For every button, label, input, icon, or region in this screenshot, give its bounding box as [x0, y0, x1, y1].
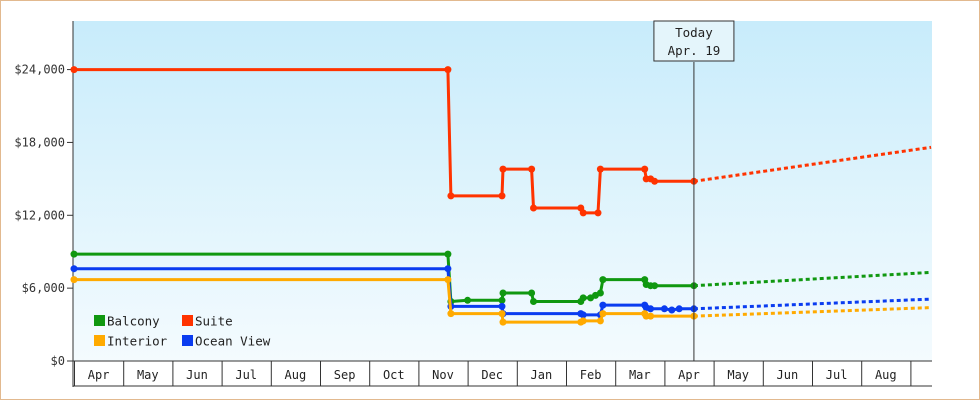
data-point	[579, 294, 587, 302]
data-point	[675, 305, 683, 313]
y-tick-label: $18,000	[14, 135, 65, 149]
x-month-label: Oct	[383, 368, 405, 382]
x-month-label: Aug	[875, 368, 897, 382]
legend-swatch	[94, 335, 105, 346]
data-point	[498, 192, 506, 200]
data-point	[528, 165, 536, 173]
x-month-label: Feb	[580, 368, 602, 382]
y-tick-label: $24,000	[14, 63, 65, 77]
today-label: Today	[675, 25, 713, 40]
legend-item: Balcony	[94, 314, 160, 329]
x-axis: Apr May Jun Jul Aug Sep Oct Nov Dec Jan Feb Mar Apr M…	[73, 360, 932, 387]
data-point	[599, 310, 607, 318]
legend-label: Balcony	[107, 314, 160, 329]
data-point	[599, 276, 607, 284]
data-point	[530, 298, 537, 305]
x-month-label: Jun	[777, 368, 799, 382]
today-marker: Today Apr. 19	[653, 20, 735, 361]
data-point	[464, 296, 472, 304]
data-point	[579, 209, 587, 217]
projection-line	[693, 297, 932, 311]
data-point	[647, 312, 655, 320]
data-point	[530, 204, 537, 212]
data-point	[70, 265, 78, 273]
legend-swatch	[94, 315, 105, 326]
x-month-label: Dec	[481, 368, 503, 382]
series-suite	[70, 66, 932, 217]
x-month-label: Jan	[531, 368, 553, 382]
legend-label: Ocean View	[195, 334, 271, 349]
legend-swatch	[182, 315, 193, 326]
x-month-label: Aug	[285, 368, 307, 382]
y-axis: $0 $6,000 $12,000 $18,000 $24,000	[14, 21, 74, 387]
x-month-label: May	[727, 368, 749, 382]
data-point	[651, 177, 659, 185]
data-point	[498, 310, 506, 318]
series-line	[74, 267, 694, 317]
data-point	[579, 317, 587, 325]
data-point	[447, 310, 455, 318]
today-date: Apr. 19	[668, 43, 721, 58]
y-tick-label: $0	[51, 354, 65, 368]
legend-item: Suite	[182, 314, 233, 329]
x-month-label: Jul	[235, 368, 257, 382]
data-point	[447, 192, 455, 200]
x-month-label: May	[137, 368, 159, 382]
series-lines	[70, 66, 932, 326]
data-point	[444, 265, 452, 273]
data-point	[498, 296, 506, 304]
legend-swatch	[182, 335, 193, 346]
data-point	[596, 165, 604, 173]
x-month-label: Jul	[826, 368, 848, 382]
data-point	[499, 318, 507, 326]
y-tick-label: $12,000	[14, 208, 65, 222]
data-point	[579, 311, 587, 319]
legend-label: Interior	[107, 334, 168, 349]
x-month-label: Nov	[432, 368, 454, 382]
series-balcony	[70, 250, 932, 305]
data-point	[70, 276, 78, 284]
projection-line	[693, 145, 932, 183]
data-point	[651, 282, 659, 290]
data-point	[498, 302, 506, 310]
x-month-label: Apr	[678, 368, 700, 382]
data-point	[499, 289, 507, 297]
x-month-label: Apr	[88, 368, 110, 382]
data-point	[444, 66, 452, 74]
data-point	[70, 250, 78, 258]
data-point	[668, 306, 676, 314]
data-point	[594, 209, 602, 217]
x-month-label: Mar	[629, 368, 651, 382]
legend-label: Suite	[195, 314, 233, 329]
today-box	[653, 20, 735, 62]
data-point	[70, 66, 78, 74]
data-point	[528, 289, 536, 297]
x-month-label: Jun	[186, 368, 208, 382]
data-point	[499, 165, 507, 173]
legend-item: Interior	[94, 334, 168, 349]
data-point	[660, 305, 668, 313]
data-point	[641, 165, 649, 173]
series-interior	[70, 276, 932, 326]
data-point	[599, 301, 607, 309]
series-ocean-view	[70, 265, 932, 319]
data-point	[647, 305, 655, 313]
legend: Balcony Suite Interior Ocean View	[94, 314, 271, 349]
data-point	[444, 250, 452, 258]
y-tick-label: $6,000	[22, 281, 65, 295]
data-point	[596, 289, 604, 297]
data-point	[444, 276, 452, 284]
projection-line	[693, 270, 932, 288]
legend-item: Ocean View	[182, 334, 271, 349]
projection-line	[693, 306, 932, 318]
x-month-label: Sep	[334, 368, 356, 382]
data-point	[596, 317, 604, 325]
